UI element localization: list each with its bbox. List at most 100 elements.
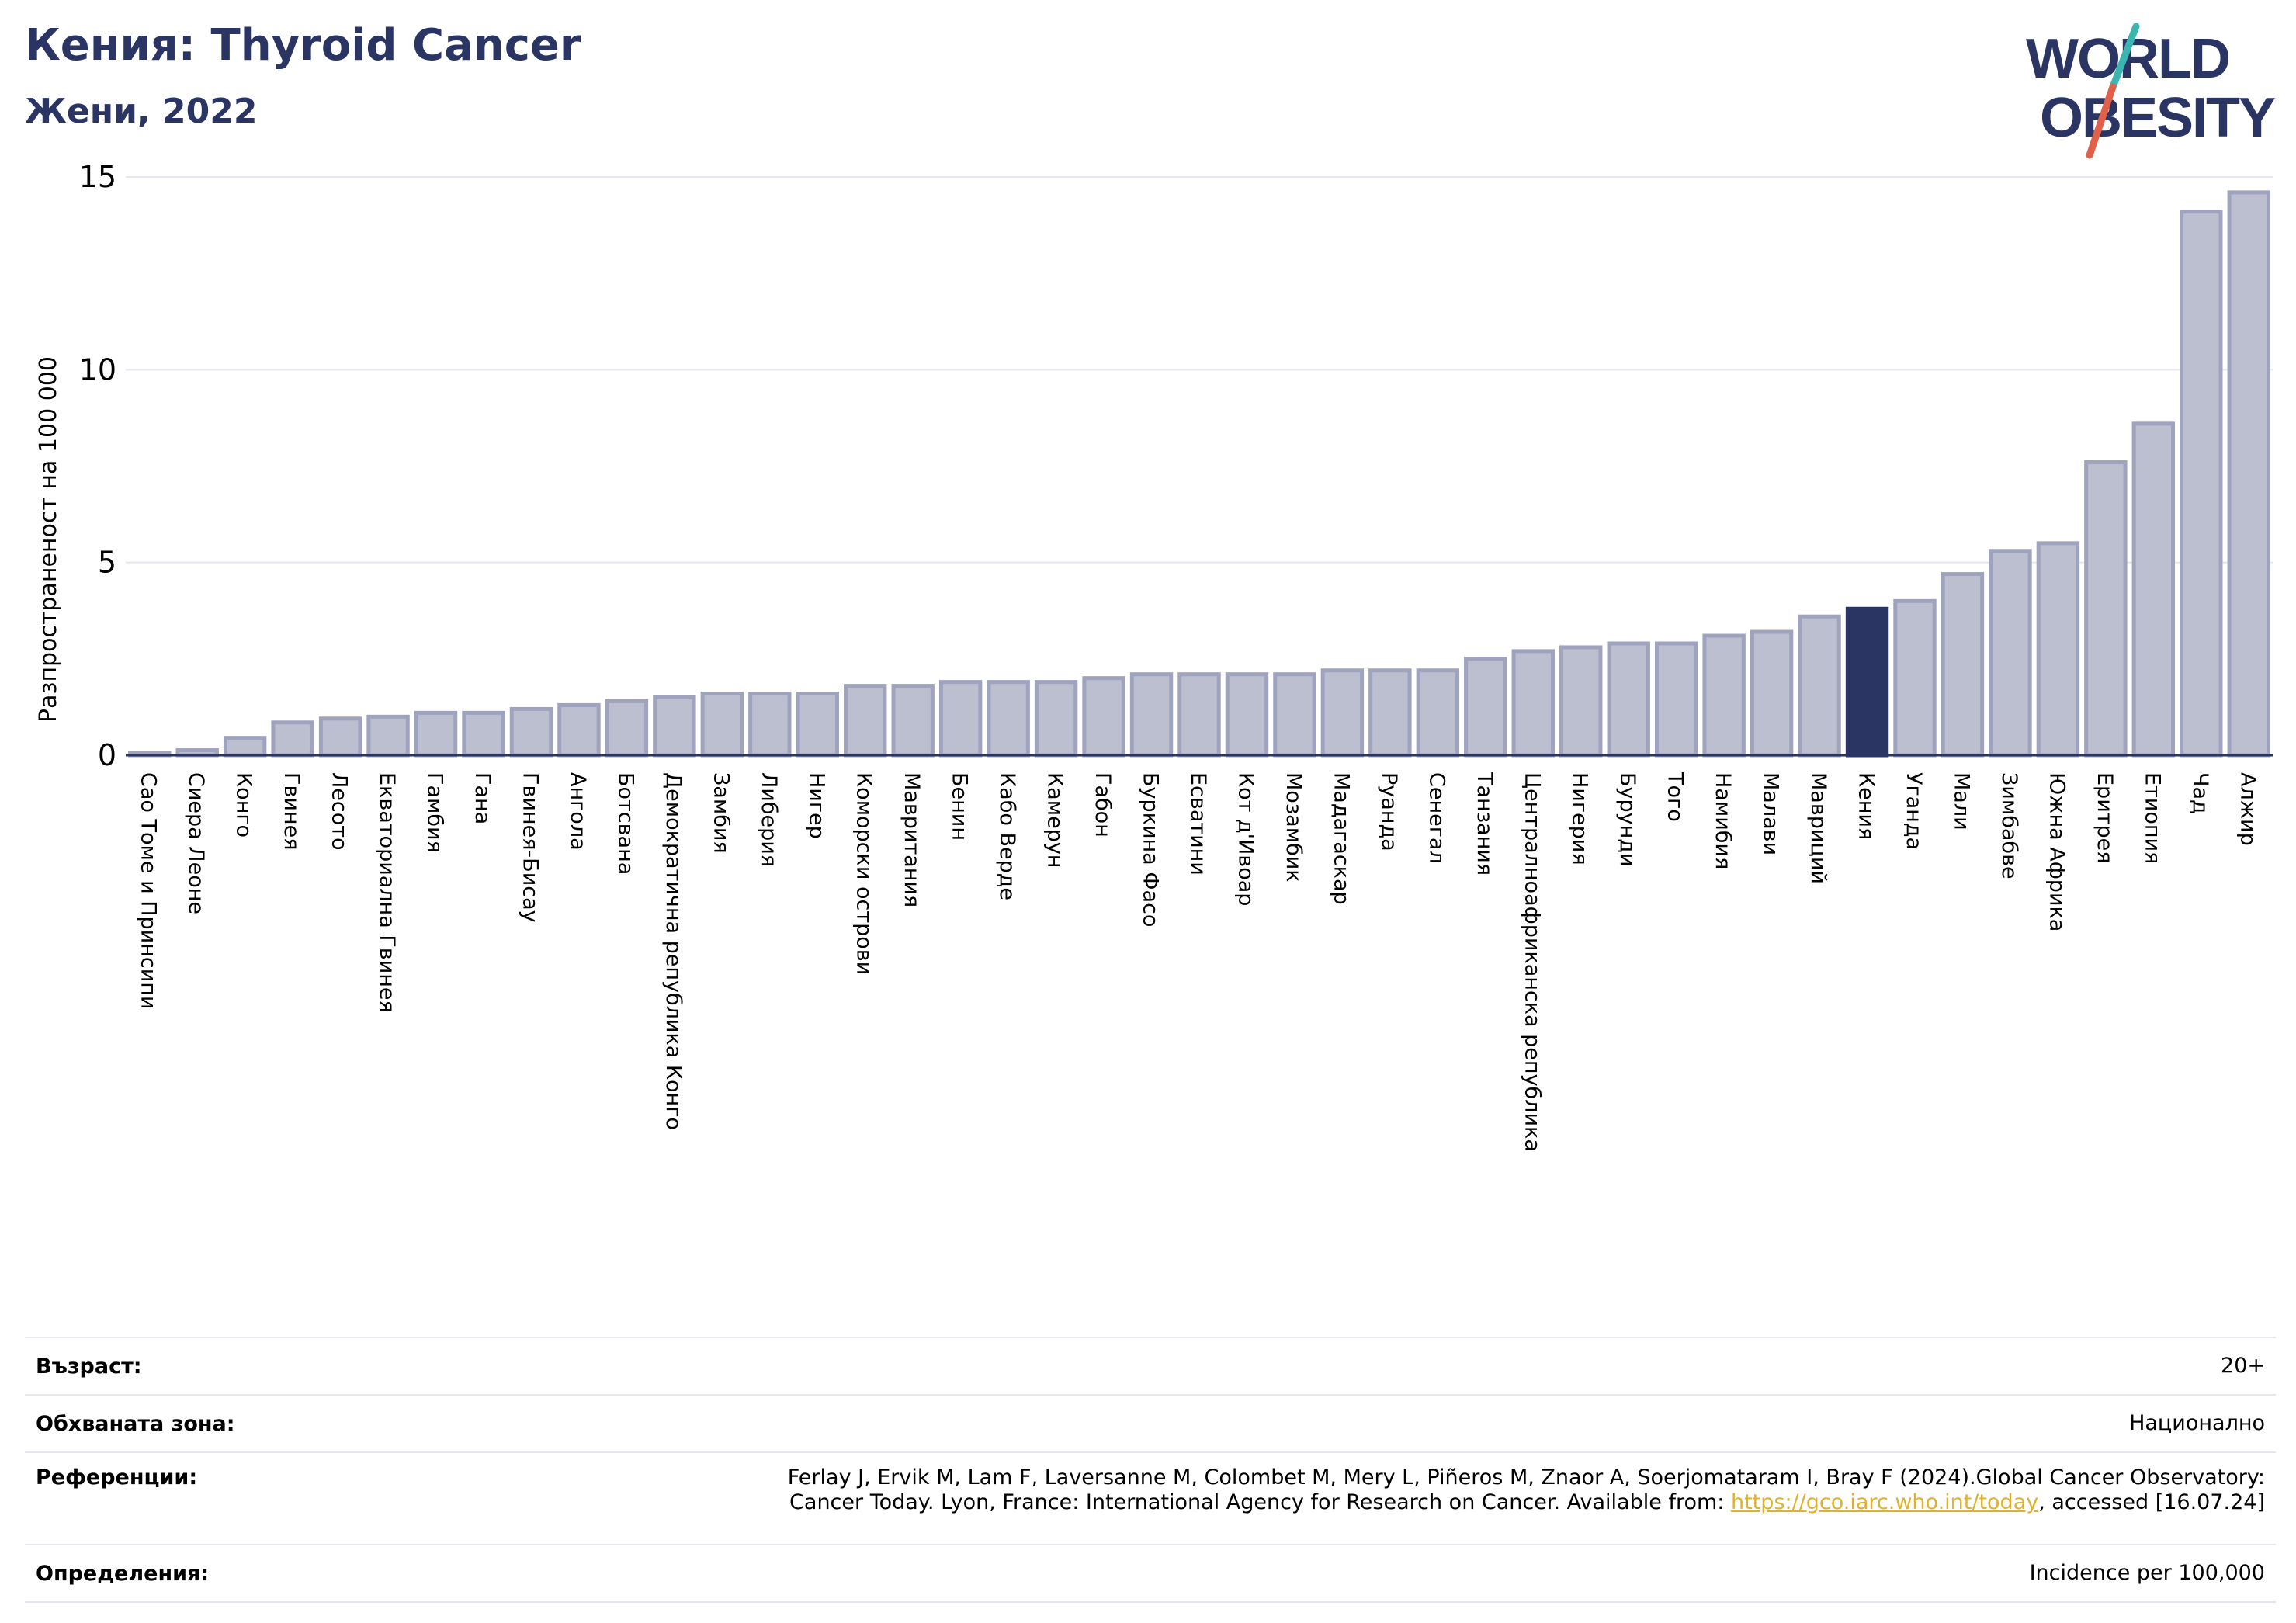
x-tick-label: Танзания	[1472, 772, 1497, 876]
x-tick-label: Гвинея-Бисау	[518, 772, 542, 923]
x-tick-label: Мадагаскар	[1329, 772, 1353, 905]
logo-line-2: OBESITY	[2040, 87, 2275, 149]
y-axis-ticks: 0 5 10 15	[79, 160, 116, 772]
x-tick-label: Либерия	[757, 772, 781, 867]
references-link[interactable]: https://gco.iarc.who.int/today	[1730, 1490, 2039, 1514]
x-tick-label: Зимбабве	[1997, 772, 2021, 879]
y-tick-label: 0	[98, 738, 116, 772]
references-accessed: , accessed [16.07.24]	[2038, 1490, 2265, 1514]
bar	[1941, 572, 1985, 758]
info-row-coverage: Обхваната зона: Национално	[25, 1394, 2276, 1452]
bar	[462, 710, 505, 758]
bar	[844, 684, 887, 758]
x-tick-label: Бурунди	[1615, 772, 1639, 867]
bar	[1511, 649, 1555, 758]
age-value: 20+	[440, 1337, 2276, 1395]
bar	[1989, 549, 2032, 758]
references-text: Cancer Today. Lyon, France: Internationa…	[789, 1490, 1731, 1514]
y-tick-label: 5	[98, 546, 116, 580]
x-tick-label: Мали	[1949, 772, 1973, 831]
x-tick-label: Намибия	[1711, 772, 1735, 869]
x-tick-label: Буркина Фасо	[1139, 772, 1163, 927]
x-tick-label: Етиопия	[2140, 772, 2164, 864]
definitions-value: Incidence per 100,000	[440, 1544, 2276, 1603]
definitions-label: Определения:	[25, 1544, 440, 1603]
coverage-label: Обхваната зона:	[25, 1394, 440, 1452]
x-tick-label: Чад	[2188, 772, 2212, 814]
info-row-definitions: Определения: Incidence per 100,000	[25, 1544, 2276, 1603]
x-tick-label: Есватини	[1186, 772, 1210, 876]
bar	[1464, 657, 1507, 758]
x-tick-label: Ангола	[566, 772, 590, 851]
bar	[509, 706, 553, 758]
bars	[128, 190, 2270, 758]
x-tick-label: Того	[1663, 772, 1687, 822]
x-tick-label: Бенин	[948, 772, 972, 841]
x-tick-label: Кения	[1854, 772, 1878, 840]
x-tick-label: Екваториална Гвинея	[375, 772, 399, 1013]
bar	[938, 680, 983, 758]
bar	[1893, 598, 1937, 758]
x-tick-label: Мавритания	[900, 772, 924, 907]
bar	[318, 716, 362, 758]
bar	[557, 702, 601, 758]
coverage-value: Национално	[440, 1394, 2276, 1452]
bar	[891, 684, 935, 758]
x-tick-label: Кабо Верде	[995, 772, 1019, 900]
bar	[796, 692, 839, 758]
x-tick-label: Руанда	[1377, 772, 1401, 851]
bar	[2180, 210, 2223, 758]
x-tick-label: Кот д'Ивоар	[1233, 772, 1257, 906]
x-tick-label: Гана	[470, 772, 494, 824]
bar	[605, 699, 649, 758]
bar	[1798, 614, 1841, 758]
references-label: Референции:	[25, 1451, 440, 1545]
bar	[748, 692, 792, 758]
bar	[366, 714, 410, 758]
x-axis-tick-labels: Сао Томе и Принсипи Сиера Леоне Конго Гвине…	[137, 772, 2260, 1152]
world-obesity-logo: WORLD OBESITY	[2026, 23, 2277, 159]
x-tick-label: Нигер	[804, 772, 828, 839]
x-tick-label: Коморски острови	[852, 772, 876, 975]
x-tick-label: Мавриций	[1806, 772, 1830, 884]
bar	[1273, 672, 1316, 758]
x-tick-label: Демократична република Конго	[661, 772, 685, 1130]
bar	[1750, 629, 1794, 758]
bar	[1702, 633, 1746, 758]
bar	[1416, 668, 1460, 758]
bar	[1034, 680, 1078, 758]
y-tick-label: 10	[79, 352, 116, 387]
y-tick-label: 15	[79, 160, 116, 194]
bar	[414, 710, 458, 758]
x-tick-label: Лесото	[328, 772, 352, 851]
x-tick-label: Сиера Леоне	[184, 772, 208, 914]
bar	[700, 692, 744, 758]
x-tick-label: Гамбия	[423, 772, 447, 853]
x-tick-label: Сао Томе и Принсипи	[137, 772, 161, 1009]
bar	[223, 736, 267, 758]
bar	[2084, 460, 2128, 758]
x-tick-label: Алжир	[2235, 772, 2260, 846]
x-tick-label: Замбия	[709, 772, 733, 854]
references-line-1: Ferlay J, Ervik M, Lam F, Laversanne M, …	[787, 1465, 2265, 1489]
info-table: Възраст: 20+ Обхваната зона: Национално …	[25, 1337, 2276, 1603]
bar	[1129, 672, 1174, 758]
x-tick-label: Ботсвана	[613, 772, 637, 875]
bar	[987, 680, 1030, 758]
references-value: Ferlay J, Ervik M, Lam F, Laversanne M, …	[440, 1451, 2276, 1545]
bar	[2227, 190, 2270, 758]
x-tick-label: Централноафриканска република	[1520, 772, 1544, 1152]
bar	[1177, 672, 1221, 758]
bar	[653, 695, 696, 758]
chart-subtitle: Жени, 2022	[25, 92, 258, 131]
x-tick-label: Мозамбик	[1282, 772, 1306, 883]
bar	[1320, 668, 1365, 758]
chart-title: Кения: Thyroid Cancer	[25, 20, 581, 71]
bar	[1607, 641, 1650, 758]
logo-slash-teal	[2109, 23, 2140, 91]
bar	[2036, 541, 2080, 758]
bar	[1845, 606, 1889, 758]
info-row-age: Възраст: 20+	[25, 1337, 2276, 1395]
age-label: Възраст:	[25, 1337, 440, 1395]
info-row-references: Референции: Ferlay J, Ervik M, Lam F, La…	[25, 1451, 2276, 1545]
